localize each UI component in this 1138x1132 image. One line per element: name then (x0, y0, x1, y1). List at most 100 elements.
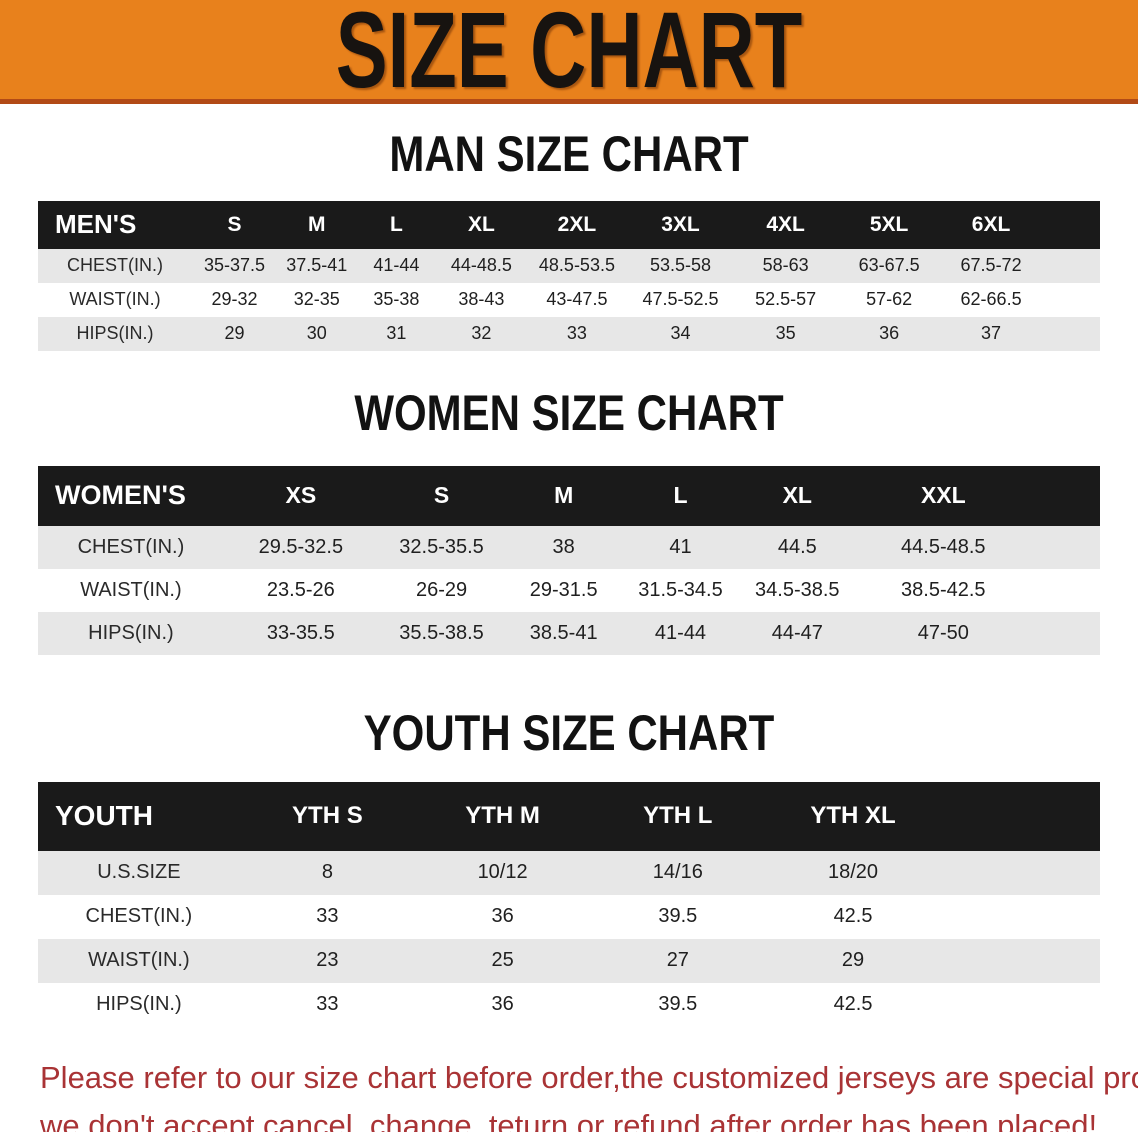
row-label: U.S.SIZE (97, 861, 181, 883)
size-value: 63-67.5 (858, 255, 920, 275)
size-value: 18/20 (828, 861, 879, 883)
size-value: 26-29 (415, 579, 468, 601)
size-value: 67.5-72 (960, 255, 1022, 275)
size-value: 41-44 (654, 622, 707, 644)
size-value: 48.5-53.5 (538, 255, 615, 275)
size-value: 23.5-26 (266, 579, 335, 601)
table-row: U.S.SIZE 8 10/12 14/16 18/20 (38, 850, 1100, 895)
size-value: 62-66.5 (960, 289, 1022, 309)
spacer-cell (941, 983, 1100, 1027)
size-column-header: M (505, 462, 623, 526)
size-value: 38.5-42.5 (901, 579, 986, 601)
size-value: 53.5-58 (649, 255, 711, 275)
size-column-header: S (192, 198, 277, 249)
size-column-header: 2XL (526, 198, 628, 249)
size-value: 36 (491, 993, 514, 1015)
disclaimer-line-1: Please refer to our size chart before or… (40, 1059, 1138, 1095)
size-column-header: S (377, 462, 506, 526)
spacer-cell (1042, 283, 1101, 317)
spacer-cell (1041, 198, 1100, 249)
size-value: 29-31.5 (529, 579, 598, 601)
size-value: 41-44 (373, 255, 420, 275)
size-value: 44.5 (777, 536, 817, 558)
table-corner-label: WOMEN'S (38, 462, 224, 526)
size-column-header: XXL (855, 462, 1031, 526)
table-corner-label: MEN'S (38, 198, 192, 249)
spacer-cell (1042, 249, 1101, 283)
banner-title: SIZE CHART (335, 0, 803, 110)
size-value: 38.5-41 (529, 622, 598, 644)
size-value: 25 (491, 949, 514, 971)
table-row: HIPS(IN.) 33 36 39.5 42.5 (38, 982, 1100, 1027)
size-column-header: YTH L (590, 779, 766, 851)
spacer-cell (1031, 526, 1100, 569)
size-value: 29 (841, 949, 865, 971)
size-column-header: M (276, 198, 357, 249)
row-label: CHEST(IN.) (85, 905, 193, 927)
youth-size-table: YOUTH YTH S YTH M YTH L YTH XL U.S.SIZE 8 10/12… (38, 779, 1100, 1027)
youth-section: YOUTH SIZE CHART YOUTH YTH S YTH M YTH L YTH… (0, 705, 1138, 1027)
size-column-header: L (356, 198, 437, 249)
size-value: 44-47 (771, 622, 823, 644)
men-section: MAN SIZE CHART MEN'S S M L XL 2XL 3XL 4XL 5XL 6XL… (0, 129, 1138, 351)
women-section: WOMEN SIZE CHART WOMEN'S XS S M L XL XXL CHEST(… (0, 384, 1138, 655)
table-row: WAIST(IN.) 23.5-26 26-29 29-31.5 31.5-34.5 34… (38, 569, 1100, 612)
size-column-header: XL (738, 462, 856, 526)
size-value: 37.5-41 (286, 255, 348, 275)
size-value: 47.5-52.5 (642, 289, 719, 309)
table-row: CHEST(IN.) 29.5-32.5 32.5-35.5 38 41 44.5 44.5… (38, 526, 1100, 569)
size-chart-banner: SIZE CHART (0, 0, 1138, 104)
row-label: HIPS(IN.) (76, 323, 154, 343)
size-value: 57-62 (866, 289, 913, 309)
row-label: WAIST(IN.) (80, 579, 182, 601)
size-value: 36 (879, 323, 900, 343)
women-size-table: WOMEN'S XS S M L XL XXL CHEST(IN.) 29.5-32.5 32.5… (38, 462, 1100, 655)
row-label: HIPS(IN.) (88, 622, 174, 644)
size-column-header: 6XL (940, 198, 1042, 249)
size-column-header: 4XL (733, 198, 838, 249)
women-section-heading: WOMEN SIZE CHART (354, 384, 784, 441)
size-value: 32-35 (293, 289, 340, 309)
spacer-cell (1042, 317, 1101, 351)
size-value: 35-37.5 (203, 255, 265, 275)
size-value: 10/12 (477, 861, 528, 883)
table-header-row: WOMEN'S XS S M L XL XXL (38, 462, 1100, 526)
size-value: 27 (666, 949, 689, 971)
table-row: WAIST(IN.) 29-32 32-35 35-38 38-43 43-47.5 47.… (38, 282, 1101, 317)
row-label: WAIST(IN.) (88, 949, 190, 971)
size-value: 58-63 (762, 255, 809, 275)
spacer-cell (941, 851, 1100, 895)
size-value: 36 (491, 905, 514, 927)
size-value: 42.5 (833, 905, 873, 927)
disclaimer-text: Please refer to our size chart before or… (40, 1054, 1138, 1132)
size-value: 14/16 (652, 861, 703, 883)
size-column-header: YTH XL (765, 779, 941, 851)
size-column-header: L (622, 462, 739, 526)
size-value: 42.5 (833, 993, 873, 1015)
spacer-cell (1031, 612, 1100, 655)
size-value: 31 (386, 323, 407, 343)
spacer-cell (1030, 462, 1100, 526)
size-value: 37 (981, 323, 1002, 343)
table-header-row: YOUTH YTH S YTH M YTH L YTH XL (38, 779, 1100, 851)
size-value: 35-38 (373, 289, 420, 309)
spacer-cell (940, 779, 1100, 851)
size-value: 29-32 (211, 289, 258, 309)
size-column-header: YTH M (414, 779, 591, 851)
table-header-row: MEN'S S M L XL 2XL 3XL 4XL 5XL 6XL (38, 198, 1100, 249)
size-value: 39.5 (658, 905, 698, 927)
size-value: 44-48.5 (450, 255, 512, 275)
size-value: 32 (471, 323, 492, 343)
table-row: CHEST(IN.) 35-37.5 37.5-41 41-44 44-48.5 48.5… (38, 248, 1101, 283)
table-row: HIPS(IN.) 33-35.5 35.5-38.5 38.5-41 41-44 44-… (38, 612, 1100, 655)
size-value: 29 (224, 323, 245, 343)
size-column-header: XS (223, 462, 378, 526)
youth-section-heading: YOUTH SIZE CHART (363, 705, 775, 761)
size-value: 32.5-35.5 (399, 536, 484, 558)
size-column-header: 3XL (627, 198, 734, 249)
table-row: WAIST(IN.) 23 25 27 29 (38, 938, 1100, 983)
size-value: 41 (669, 536, 692, 558)
size-value: 33 (316, 905, 339, 927)
table-row: HIPS(IN.) 29 30 31 32 33 34 35 36 37 (38, 316, 1101, 351)
size-value: 34 (670, 323, 691, 343)
